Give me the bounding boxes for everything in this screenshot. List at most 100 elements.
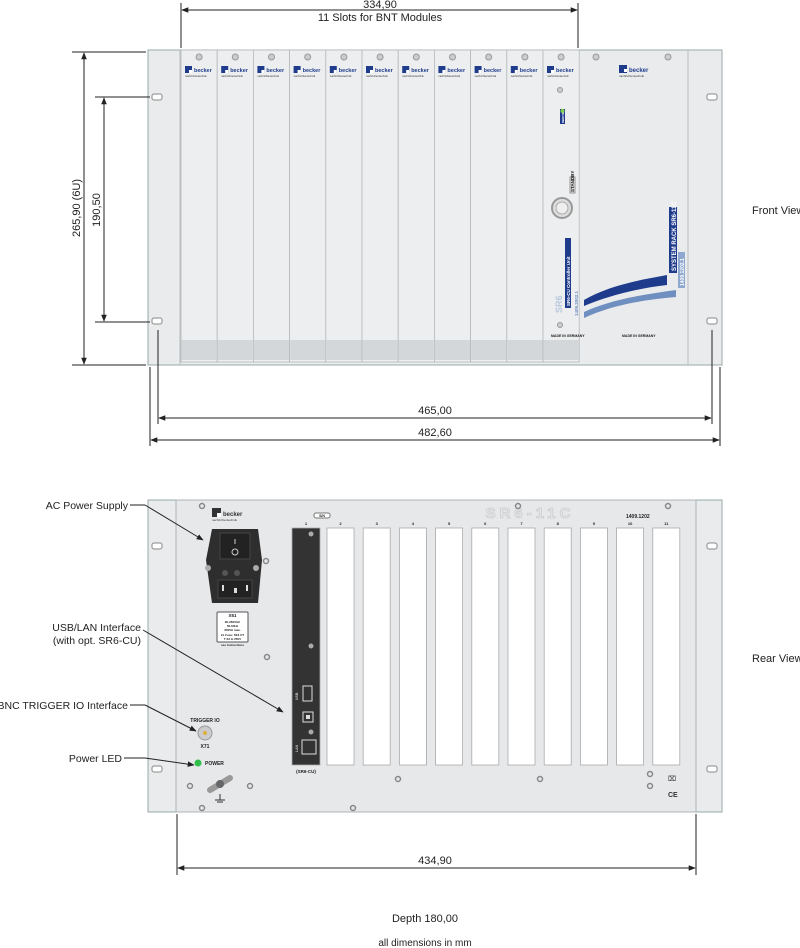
- dim-width-total: 482,60: [418, 427, 452, 439]
- rear-slot: 2: [326, 521, 355, 766]
- svg-text:T 6A H 250V: T 6A H 250V: [224, 637, 241, 641]
- slot-handle[interactable]: [471, 340, 507, 360]
- slot-number: 9: [593, 521, 596, 526]
- decor-swoosh-light: [584, 290, 676, 318]
- ce-mark: CE: [668, 792, 678, 799]
- controller-part-number: 1409.2002.1: [574, 290, 579, 316]
- ac-power-inlet[interactable]: [205, 529, 262, 603]
- logo-name: becker: [375, 68, 394, 74]
- power-led-icon: [194, 759, 202, 767]
- rear-slot: 6: [471, 521, 500, 766]
- dim-height-total: 265,90 (6U): [71, 179, 83, 237]
- blank-slot-opening[interactable]: [580, 527, 608, 766]
- mount-slot-icon: [151, 765, 163, 773]
- svg-text:nachrichtentechnik: nachrichtentechnik: [212, 518, 238, 522]
- front-view: beckernachrichtentechnikbeckernachrichte…: [147, 49, 723, 366]
- front-view-label: Front View: [752, 205, 800, 217]
- screw-icon: [521, 53, 529, 61]
- slot-handle[interactable]: [217, 340, 253, 360]
- slot-panel: [397, 49, 435, 363]
- mount-slot-icon: [151, 317, 163, 325]
- lan-label: LAN: [295, 744, 299, 752]
- slot-handle[interactable]: [362, 340, 398, 360]
- blank-slot-opening[interactable]: [435, 527, 464, 766]
- svg-text:90-260VAC: 90-260VAC: [225, 620, 241, 624]
- weee-icon: ⌧: [668, 775, 676, 783]
- logo-name: becker: [447, 68, 466, 74]
- blank-slot-opening[interactable]: [616, 527, 644, 766]
- svg-text:50-60Hz: 50-60Hz: [227, 624, 239, 628]
- slot-handle[interactable]: [434, 340, 471, 360]
- rear-view: becker nachrichtentechnik X51 90-260VAC …: [147, 499, 723, 813]
- slot-handle[interactable]: [181, 340, 217, 360]
- dim-width-mount: 465,00: [418, 405, 452, 417]
- rear-slot: 11: [652, 521, 681, 766]
- standby-label-box: [569, 176, 576, 194]
- blank-slot-opening[interactable]: [543, 527, 572, 766]
- logo-name: becker: [411, 68, 430, 74]
- slot-handle[interactable]: [543, 340, 579, 360]
- slot-handle[interactable]: [398, 340, 434, 360]
- screw-icon: [449, 53, 456, 61]
- logo-name: becker: [303, 68, 322, 74]
- mount-slot-icon: [151, 542, 163, 550]
- leader-arrow: [144, 757, 195, 767]
- slot-panel: [470, 49, 508, 363]
- slot-handle[interactable]: [290, 340, 326, 360]
- blank-slot-opening[interactable]: [398, 527, 427, 766]
- controller-module: REMOTE STANDBY SR6-CU Controller Unit SR…: [551, 87, 585, 338]
- screw-icon: [308, 531, 314, 537]
- dim-slots-caption: 11 Slots for BNT Modules: [318, 12, 443, 24]
- slot-panel: [180, 49, 218, 363]
- usb-a-port[interactable]: [302, 685, 313, 702]
- cu-module-panel: [291, 527, 321, 766]
- slot-number: 2: [339, 521, 342, 526]
- screw-icon: [412, 53, 420, 61]
- callout-power-led: Power LED: [69, 753, 123, 765]
- lan-port[interactable]: [301, 739, 317, 755]
- slot-number: 3: [376, 521, 379, 526]
- rear-dimensions: 434,90 Depth 180,00 all dimensions in mm: [176, 814, 697, 948]
- slot-handle[interactable]: [253, 340, 290, 360]
- usb-b-port[interactable]: [302, 711, 314, 723]
- slot-handle[interactable]: [326, 340, 362, 360]
- slot-handle[interactable]: [507, 340, 543, 360]
- blank-slot-opening[interactable]: [652, 527, 681, 766]
- rear-slot: 7: [507, 521, 536, 766]
- logo-sub: nachrichtentechnik: [330, 74, 352, 78]
- logo-sub: nachrichtentechnik: [185, 74, 207, 78]
- logo-name: becker: [520, 68, 539, 74]
- rear-slot: 4: [398, 521, 427, 766]
- controller-unit-label: SR6-CU Controller Unit: [566, 256, 571, 306]
- slot-panel: [506, 49, 544, 363]
- svg-text:becker: becker: [223, 512, 243, 518]
- blank-slot-opening[interactable]: [507, 527, 536, 766]
- blank-slot-opening[interactable]: [326, 527, 355, 766]
- rack-title: SYSTEM RACK SR6-11C: [672, 201, 678, 271]
- controller-made-in: MADE IN GERMANY: [551, 334, 585, 338]
- blank-slot-opening[interactable]: [471, 527, 500, 766]
- slot-panel: [216, 49, 254, 363]
- screw-icon: [195, 53, 203, 61]
- rack-info-panel: becker nachrichtentechnik SYSTEM RACK SR…: [584, 53, 686, 338]
- rear-slot: 9: [580, 521, 608, 766]
- blank-slot-opening[interactable]: [362, 527, 391, 766]
- slot-panel: [361, 49, 399, 363]
- rear-part-number: 1409.1202: [626, 514, 650, 520]
- screw-icon: [485, 53, 493, 61]
- standby-label: STANDBY: [570, 171, 575, 192]
- slot-number: 8: [557, 521, 560, 526]
- rack-part-box: [678, 252, 685, 288]
- leader-arrow: [144, 504, 204, 541]
